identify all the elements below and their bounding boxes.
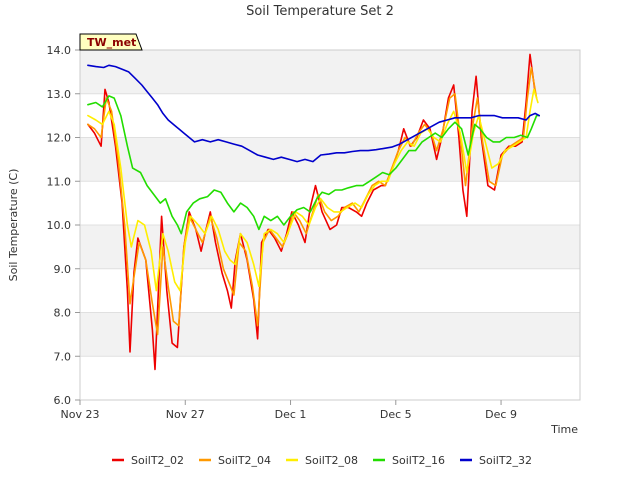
plot-bands [80,50,580,357]
x-tick-label: Dec 9 [485,408,517,421]
x-tick-label: Nov 23 [61,408,100,421]
x-axis-label: Time [550,423,578,436]
x-axis-ticks: Nov 23 Nov 27 Dec 1 Dec 5 Dec 9 [61,400,517,421]
legend-label: SoilT2_08 [305,454,358,467]
series-line-soilt2_04 [87,66,538,336]
y-tick-label: 11.0 [47,175,72,188]
plot-band [80,225,580,269]
series-line-soilt2_16 [87,95,540,235]
legend-label: SoilT2_04 [218,454,271,467]
y-tick-label: 9.0 [54,263,72,276]
y-tick-label: 6.0 [54,394,72,407]
legend-label: SoilT2_02 [131,454,184,467]
plot-band [80,312,580,357]
legend-label: SoilT2_32 [479,454,532,467]
station-badge: TW_met [79,33,143,51]
legend: SoilT2_02 SoilT2_04 SoilT2_08 SoilT2_16 Soil… [112,454,532,467]
y-tick-label: 12.0 [47,132,72,145]
x-tick-label: Dec 1 [275,408,307,421]
series-lines [87,53,540,371]
series-line-soilt2_02 [87,53,537,371]
station-badge-label: TW_met [87,36,136,49]
plot-band [80,137,580,182]
y-axis-ticks: 6.0 7.0 8.0 9.0 10.0 11.0 12.0 13.0 14.0 [47,44,80,407]
series-line-soilt2_32 [87,64,540,163]
y-tick-label: 7.0 [54,350,72,363]
x-tick-label: Dec 5 [380,408,412,421]
plot-band [80,50,580,94]
legend-label: SoilT2_16 [392,454,445,467]
series-line-soilt2_08 [87,88,539,292]
y-tick-label: 14.0 [47,44,72,57]
x-tick-label: Nov 27 [166,408,205,421]
y-tick-label: 10.0 [47,219,72,232]
y-axis-label: Soil Temperature (C) [7,169,20,282]
y-tick-label: 8.0 [54,307,72,320]
chart-title: Soil Temperature Set 2 [246,4,394,19]
y-tick-label: 13.0 [47,88,72,101]
